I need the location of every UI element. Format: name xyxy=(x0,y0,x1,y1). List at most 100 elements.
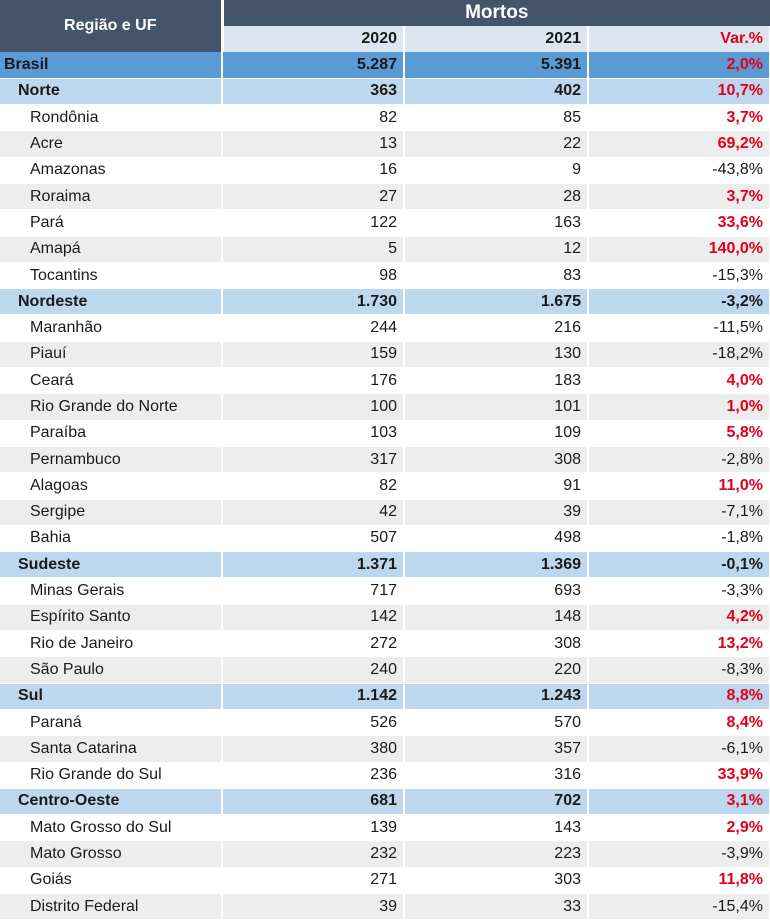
row-name-cell: Acre xyxy=(0,130,223,158)
value-2020-cell: 42 xyxy=(222,499,405,526)
variation-cell: 11,8% xyxy=(588,867,770,895)
value-2021-cell: 316 xyxy=(404,762,589,789)
value-2020-cell: 1.730 xyxy=(222,288,405,316)
value-2020-cell: 100 xyxy=(222,393,405,421)
table-row: Sergipe 42 39 -7,1% xyxy=(0,499,770,526)
value-2020-cell: 16 xyxy=(222,157,405,184)
table-row: Acre 13 22 69,2% xyxy=(0,130,770,158)
value-2020-cell: 82 xyxy=(222,472,405,500)
variation-cell: 69,2% xyxy=(588,130,770,158)
table-row: Ceará 176 183 4,0% xyxy=(0,367,770,395)
variation-cell: 33,9% xyxy=(588,762,770,789)
variation-cell: 8,8% xyxy=(588,683,770,710)
table-row: Pernambuco 317 308 -2,8% xyxy=(0,446,770,474)
row-name-cell: Espírito Santo xyxy=(0,604,223,632)
row-name-cell: Distrito Federal xyxy=(0,893,223,921)
value-2021-cell: 85 xyxy=(404,104,589,132)
row-name-cell: Mato Grosso do Sul xyxy=(0,814,223,842)
row-name-cell: Tocantins xyxy=(0,262,223,290)
value-2020-cell: 526 xyxy=(222,709,405,737)
table-row: Pará 122 163 33,6% xyxy=(0,209,770,237)
table-row: Brasil 5.287 5.391 2,0% xyxy=(0,52,770,79)
variation-cell: 8,4% xyxy=(588,709,770,737)
value-2021-cell: 216 xyxy=(404,314,589,342)
table-row: Goiás 271 303 11,8% xyxy=(0,867,770,895)
variation-cell: -3,3% xyxy=(588,577,770,605)
value-2020-cell: 363 xyxy=(222,78,405,106)
row-name-cell: Paraná xyxy=(0,709,223,737)
row-name-cell: Sudeste xyxy=(0,551,223,579)
value-2021-cell: 9 xyxy=(404,157,589,184)
value-2020-cell: 507 xyxy=(222,525,405,553)
variation-cell: -3,2% xyxy=(588,288,770,316)
value-2020-cell: 380 xyxy=(222,735,405,763)
row-name-cell: Mato Grosso xyxy=(0,840,223,868)
value-2021-cell: 223 xyxy=(404,840,589,868)
value-2021-cell: 22 xyxy=(404,130,589,158)
table-row: Paraná 526 570 8,4% xyxy=(0,709,770,737)
variation-cell: -3,9% xyxy=(588,840,770,868)
value-2020-cell: 236 xyxy=(222,762,405,789)
variation-cell: 4,2% xyxy=(588,604,770,632)
row-name-cell: Santa Catarina xyxy=(0,735,223,763)
table-row: Tocantins 98 83 -15,3% xyxy=(0,262,770,290)
row-name-cell: Brasil xyxy=(0,52,223,79)
variation-cell: -7,1% xyxy=(588,499,770,526)
row-name-cell: Norte xyxy=(0,78,223,106)
row-name-cell: Rondônia xyxy=(0,104,223,132)
value-2020-cell: 98 xyxy=(222,262,405,290)
value-2020-cell: 5 xyxy=(222,236,405,263)
table-row: Roraima 27 28 3,7% xyxy=(0,183,770,211)
table-row: Centro-Oeste 681 702 3,1% xyxy=(0,788,770,816)
value-2020-cell: 717 xyxy=(222,577,405,605)
table-row: Amapá 5 12 140,0% xyxy=(0,236,770,263)
value-2021-cell: 308 xyxy=(404,446,589,474)
row-name-cell: Centro-Oeste xyxy=(0,788,223,816)
row-name-cell: Nordeste xyxy=(0,288,223,316)
variation-cell: 11,0% xyxy=(588,472,770,500)
row-name-cell: Maranhão xyxy=(0,314,223,342)
value-2021-cell: 402 xyxy=(404,78,589,106)
variation-cell: -0,1% xyxy=(588,551,770,579)
table-body: Brasil 5.287 5.391 2,0% Norte 363 402 10,7% Rond… xyxy=(0,52,770,921)
value-2020-cell: 272 xyxy=(222,630,405,658)
row-name-cell: Goiás xyxy=(0,867,223,895)
variation-cell: 2,0% xyxy=(588,52,770,79)
value-2021-cell: 33 xyxy=(404,893,589,921)
year-2020-header: 2020 xyxy=(222,26,405,52)
row-name-cell: Minas Gerais xyxy=(0,577,223,605)
value-2020-cell: 176 xyxy=(222,367,405,395)
row-name-cell: Rio de Janeiro xyxy=(0,630,223,658)
row-name-cell: Amazonas xyxy=(0,157,223,184)
value-2020-cell: 271 xyxy=(222,867,405,895)
value-2020-cell: 122 xyxy=(222,209,405,237)
variation-cell: -8,3% xyxy=(588,656,770,684)
row-name-cell: São Paulo xyxy=(0,656,223,684)
table-row: Santa Catarina 380 357 -6,1% xyxy=(0,735,770,763)
value-2021-cell: 28 xyxy=(404,183,589,211)
table-row: Rio de Janeiro 272 308 13,2% xyxy=(0,630,770,658)
value-2020-cell: 27 xyxy=(222,183,405,211)
value-2020-cell: 103 xyxy=(222,420,405,447)
value-2021-cell: 1.243 xyxy=(404,683,589,710)
variation-cell: 140,0% xyxy=(588,236,770,263)
value-2020-cell: 39 xyxy=(222,893,405,921)
variation-cell: 5,8% xyxy=(588,420,770,447)
value-2020-cell: 13 xyxy=(222,130,405,158)
row-name-cell: Rio Grande do Norte xyxy=(0,393,223,421)
table-row: Piauí 159 130 -18,2% xyxy=(0,341,770,369)
row-name-cell: Sergipe xyxy=(0,499,223,526)
variation-cell: 3,7% xyxy=(588,104,770,132)
value-2021-cell: 570 xyxy=(404,709,589,737)
value-2020-cell: 159 xyxy=(222,341,405,369)
table-row: Nordeste 1.730 1.675 -3,2% xyxy=(0,288,770,316)
row-name-cell: Amapá xyxy=(0,236,223,263)
variation-cell: -15,4% xyxy=(588,893,770,921)
variation-cell: 3,7% xyxy=(588,183,770,211)
value-2020-cell: 232 xyxy=(222,840,405,868)
row-name-cell: Rio Grande do Sul xyxy=(0,762,223,789)
variation-cell: 1,0% xyxy=(588,393,770,421)
table-row: Sul 1.142 1.243 8,8% xyxy=(0,683,770,710)
variation-cell: 4,0% xyxy=(588,367,770,395)
